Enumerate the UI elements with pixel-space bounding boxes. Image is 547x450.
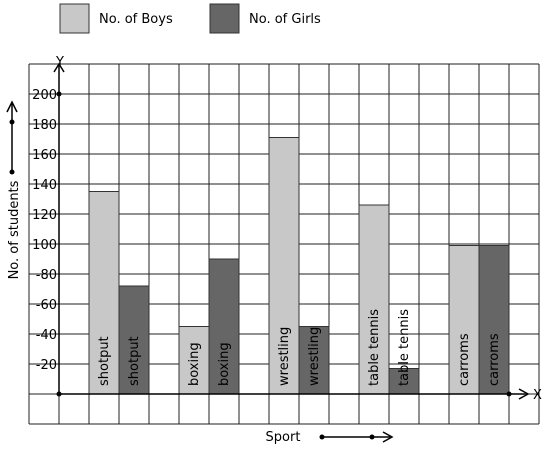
bar-label-girls: boxing [217,342,232,386]
y-label-arrow-dot [9,169,15,175]
x-axis-end-dot [506,391,512,397]
legend-swatch-girls [209,3,240,34]
y-label-arrowhead [6,100,18,113]
bars: shotput shotput boxing boxing wrestling wrest… [88,137,510,395]
y-axis-label: No. of students [7,180,22,279]
legend-label-girls: No. of Girls [249,12,321,27]
legend: No. of Boys No. of Girls [59,3,321,34]
y-tick-label: -20 [36,358,57,373]
origin-dot [56,391,62,397]
axis-labels: No. of students Sport [6,100,394,445]
y-tick-label: 120 [32,208,57,223]
y-label-arrow-dot [9,119,15,125]
bar-label-boys: carroms [457,333,472,386]
legend-swatch-boys [59,3,90,34]
y-axis-top-dot [56,91,62,97]
x-label-arrow-dot [319,434,325,440]
y-tick-label: 200 [32,88,57,103]
x-label-arrowhead [382,431,394,443]
x-axis-arrowhead [518,388,530,400]
bar-label-boys: wrestling [277,327,292,386]
bar-label-girls: wrestling [307,327,322,386]
y-axis-arrowhead [53,62,65,73]
y-tick-label: 140 [32,178,57,193]
y-tick-label: 160 [32,148,57,163]
y-tick-label: 100 [32,238,57,253]
bar-boys-shotput [88,191,120,395]
bar-girls-table-tennis [388,368,420,395]
x-axis-label: Sport [266,430,301,445]
y-tick-label: -40 [36,328,57,343]
legend-label-boys: No. of Boys [99,12,173,27]
y-tick-label: -60 [36,298,57,313]
y-tick-label: 180 [32,118,57,133]
bar-label-girls: shotput [127,336,142,386]
bar-boys-carroms [448,245,480,395]
x-axis-letter: X [533,388,542,403]
bar-girls-wrestling [298,326,330,395]
bar-boys-boxing [178,326,210,395]
x-label-arrow-dot [369,434,375,440]
bar-label-boys: boxing [187,342,202,386]
y-tick-labels: -20 -40 -60 -80 100 120 140 160 180 200 [32,88,62,373]
bar-boys-table-tennis [358,204,390,395]
bar-label-boys: shotput [97,336,112,386]
bar-girls-carroms [478,245,510,395]
y-axis-letter: Y [55,55,64,70]
bar-label-girls: carroms [487,333,502,386]
bar-label-boys: table tennis [367,309,382,386]
axes: XY [53,55,542,403]
bar-boys-wrestling [268,137,300,395]
y-tick-label: -80 [36,268,57,283]
bar-girls-boxing [208,258,240,395]
bar-girls-shotput [118,285,150,395]
bar-label-girls: table tennis [397,309,412,386]
